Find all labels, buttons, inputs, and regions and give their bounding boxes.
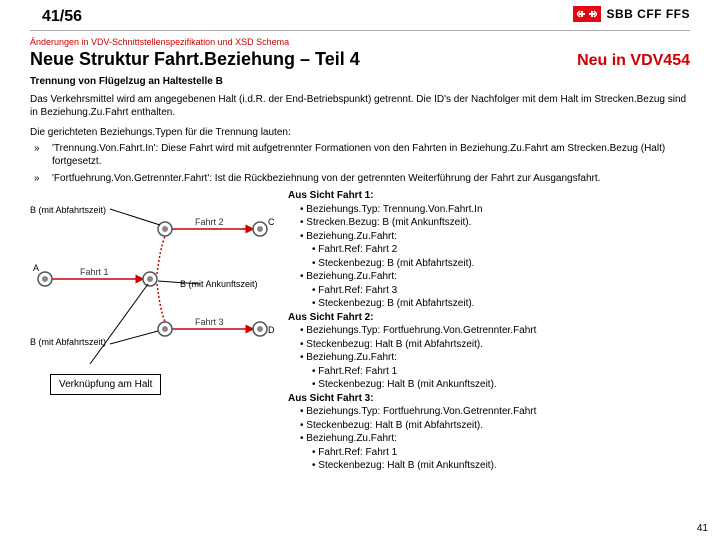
section-header: Aus Sicht Fahrt 1: xyxy=(288,189,690,203)
list-item: Beziehung.Zu.Fahrt: xyxy=(300,432,690,446)
list-item: Beziehung.Zu.Fahrt: xyxy=(300,351,690,365)
logo-text: SBB CFF FFS xyxy=(607,7,691,21)
list-item: Fahrt.Ref: Fahrt 2 xyxy=(312,243,690,257)
list-item: Steckenbezug: Halt B (mit Ankunftszeit). xyxy=(312,459,690,473)
list-item: Beziehungs.Typ: Fortfuehrung.Von.Getrenn… xyxy=(300,324,690,338)
list-item: Strecken.Bezug: B (mit Ankunftszeit). xyxy=(300,216,690,230)
overline: Änderungen in VDV-Schnittstellenspezifik… xyxy=(30,37,690,47)
subtitle: Trennung von Flügelzug an Haltestelle B xyxy=(30,76,690,87)
paragraph: Das Verkehrsmittel wird am angegebenen H… xyxy=(30,93,690,119)
list-item: Beziehungs.Typ: Trennung.Von.Fahrt.In xyxy=(300,203,690,217)
annot-label: B (mit Ankunftszeit) xyxy=(180,279,258,289)
status-badge: Neu in VDV454 xyxy=(577,52,690,70)
annot-label: B (mit Abfahrtszeit) xyxy=(30,205,106,215)
list-item: Steckenbezug: Halt B (mit Ankunftszeit). xyxy=(312,378,690,392)
svg-text:Fahrt 3: Fahrt 3 xyxy=(195,317,224,327)
list-item: Steckenbezug: B (mit Abfahrtszeit). xyxy=(312,257,690,271)
details-column: Aus Sicht Fahrt 1: Beziehungs.Typ: Trenn… xyxy=(288,189,690,473)
page-title: Neue Struktur Fahrt.Beziehung – Teil 4 xyxy=(30,49,360,70)
list-item: Fahrt.Ref: Fahrt 1 xyxy=(312,446,690,460)
list-item: Fahrt.Ref: Fahrt 1 xyxy=(312,365,690,379)
divider xyxy=(30,30,690,31)
list-item: Steckenbezug: B (mit Abfahrtszeit). xyxy=(312,297,690,311)
list-item: Beziehung.Zu.Fahrt: xyxy=(300,230,690,244)
diagram-column: B (mit Abfahrtszeit) A C D Fahrt 1 Fahrt… xyxy=(30,189,280,473)
svg-text:Fahrt 1: Fahrt 1 xyxy=(80,267,109,277)
definition-list: »'Trennung.Von.Fahrt.In': Diese Fahrt wi… xyxy=(34,142,690,185)
logo: SBB CFF FFS xyxy=(573,6,691,22)
list-item: Steckenbezug: Halt B (mit Abfahrtszeit). xyxy=(300,419,690,433)
section-header: Aus Sicht Fahrt 2: xyxy=(288,311,690,325)
svg-text:C: C xyxy=(268,217,275,227)
list-item: Beziehung.Zu.Fahrt: xyxy=(300,270,690,284)
link-box: Verknüpfung am Halt xyxy=(50,374,161,395)
section-header: Aus Sicht Fahrt 3: xyxy=(288,392,690,406)
def-item: 'Trennung.Von.Fahrt.In': Diese Fahrt wir… xyxy=(52,142,690,168)
list-intro: Die gerichteten Beziehungs.Typen für die… xyxy=(30,127,690,138)
logo-mark xyxy=(573,6,601,22)
list-item: Fahrt.Ref: Fahrt 3 xyxy=(312,284,690,298)
footer-page-number: 41 xyxy=(697,523,708,534)
list-item: Steckenbezug: Halt B (mit Abfahrtszeit). xyxy=(300,338,690,352)
svg-text:D: D xyxy=(268,325,275,335)
annot-label: B (mit Abfahrtszeit) xyxy=(30,337,106,347)
svg-text:Fahrt 2: Fahrt 2 xyxy=(195,217,224,227)
svg-text:A: A xyxy=(33,263,39,273)
list-item: Beziehungs.Typ: Fortfuehrung.Von.Getrenn… xyxy=(300,405,690,419)
def-item: 'Fortfuehrung.Von.Getrennter.Fahrt': Ist… xyxy=(52,172,600,185)
